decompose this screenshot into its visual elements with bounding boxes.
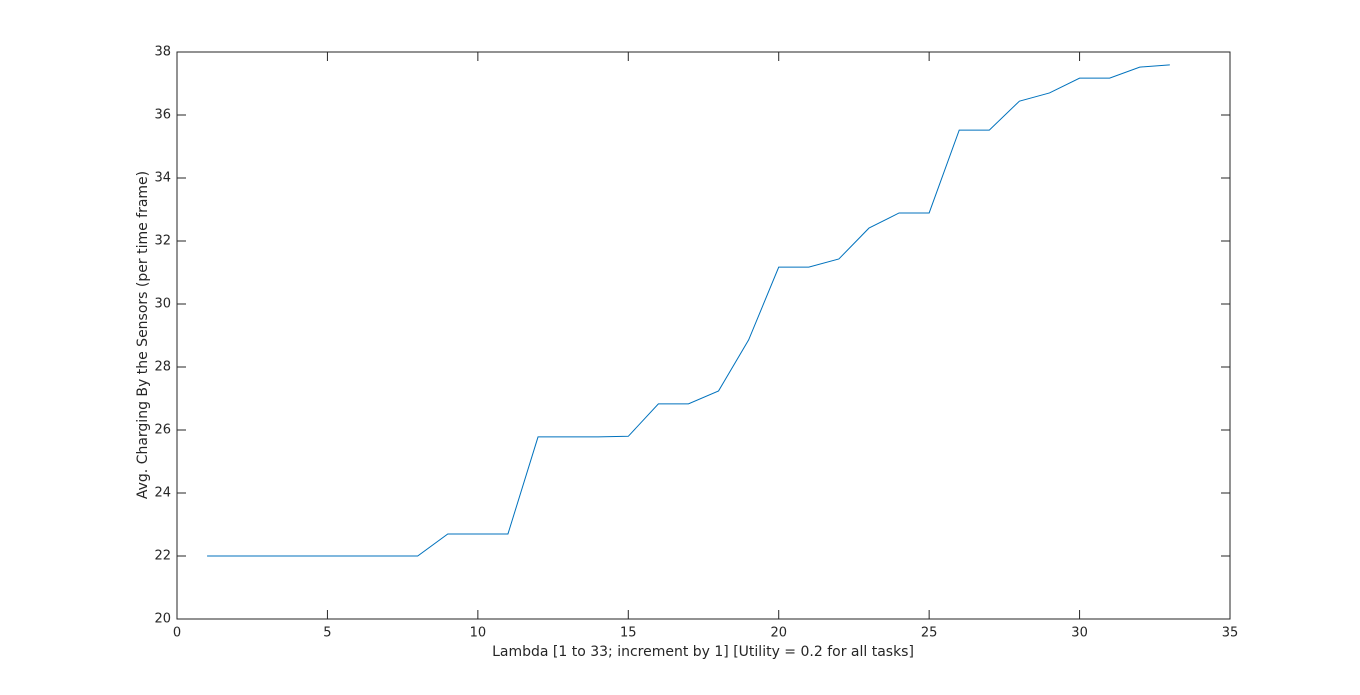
y-tick-label: 22 <box>154 549 171 564</box>
x-tick-label: 30 <box>1071 626 1088 641</box>
x-axis-label: Lambda [1 to 33; increment by 1] [Utilit… <box>492 644 914 660</box>
y-axis-label: Avg. Charging By the Sensors (per time f… <box>135 171 151 499</box>
x-tick-label: 10 <box>470 626 487 641</box>
y-tick-label: 34 <box>154 171 171 186</box>
y-tick-label: 36 <box>154 108 171 123</box>
y-tick-label: 20 <box>154 612 171 627</box>
y-tick-label: 26 <box>154 423 171 438</box>
y-tick-label: 24 <box>154 486 171 501</box>
axes-box <box>176 51 1231 620</box>
x-tick-label: 0 <box>173 626 181 641</box>
x-tick-label: 15 <box>620 626 637 641</box>
x-tick-label: 35 <box>1222 626 1239 641</box>
y-tick-label: 38 <box>154 45 171 60</box>
y-tick-label: 32 <box>154 234 171 249</box>
y-tick-label: 28 <box>154 360 171 375</box>
x-tick-label: 20 <box>770 626 787 641</box>
data-line <box>207 64 1170 557</box>
x-tick-label: 25 <box>921 626 938 641</box>
y-tick-label: 30 <box>154 297 171 312</box>
x-tick-label: 5 <box>323 626 331 641</box>
